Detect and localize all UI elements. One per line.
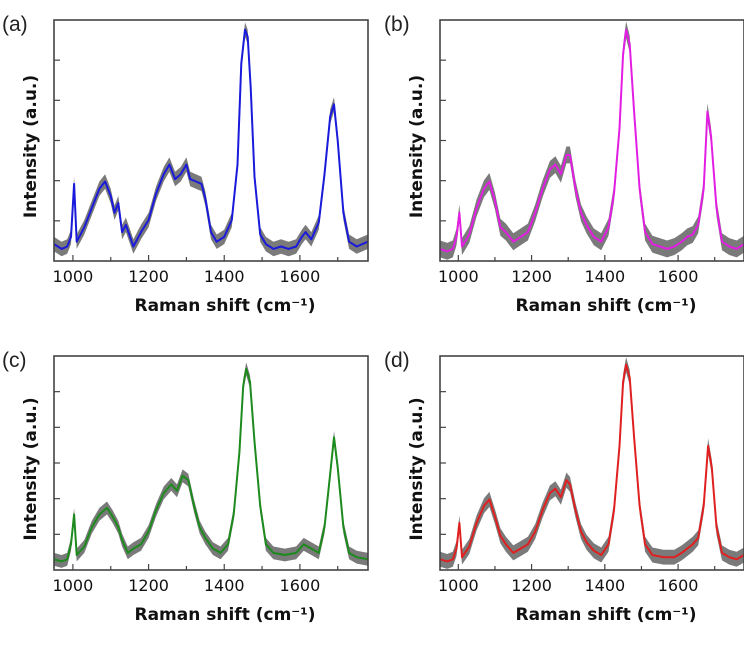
panel-label: (d) <box>384 349 410 372</box>
panel-a: (a) 1000 1200 1400 1600 Raman shift (cm⁻¹) Int… <box>2 13 369 316</box>
x-tick-label: 1600 <box>658 576 699 595</box>
panel-b: (b) 1000 1200 1400 1600 Raman shift (cm⁻¹) Int… <box>384 13 744 316</box>
x-tick-label: 1600 <box>280 267 321 286</box>
panel-d: (d) 1000 1200 1400 1600 Raman shift (cm⁻¹) Int… <box>384 349 744 625</box>
spectrum-line <box>54 28 368 250</box>
std-band <box>440 357 744 569</box>
x-tick-label: 1200 <box>128 267 169 286</box>
x-axis-title: Raman shift (cm⁻¹) <box>515 296 696 316</box>
y-axis-title: Intensity (a.u.) <box>21 397 41 540</box>
x-tick-label: 1000 <box>438 576 479 595</box>
panel-c: (c) 1000 1200 1400 1600 Raman shift (cm⁻¹) Int… <box>2 349 369 625</box>
spectrum-line <box>440 363 744 563</box>
x-tick-label: 1600 <box>658 267 699 286</box>
x-tick-label: 1200 <box>128 576 169 595</box>
panel-label: (c) <box>2 349 27 372</box>
x-tick-label: 1400 <box>584 576 625 595</box>
std-band <box>440 21 744 260</box>
std-band <box>54 362 368 568</box>
x-tick-label: 1400 <box>204 267 245 286</box>
x-tick-label: 1400 <box>584 267 625 286</box>
panel-label: (b) <box>384 13 410 36</box>
x-tick-label: 1000 <box>438 267 479 286</box>
spectrum-line <box>54 367 368 563</box>
x-axis-title: Raman shift (cm⁻¹) <box>134 296 315 316</box>
x-tick-label: 1200 <box>511 267 552 286</box>
x-tick-label: 1000 <box>53 576 94 595</box>
x-tick-label: 1000 <box>53 267 94 286</box>
y-axis-title: Intensity (a.u.) <box>407 397 427 540</box>
x-tick-label: 1200 <box>511 576 552 595</box>
x-axis-title: Raman shift (cm⁻¹) <box>134 605 315 625</box>
panel-label: (a) <box>2 13 28 36</box>
y-axis-title: Intensity (a.u.) <box>21 75 41 218</box>
spectrum-line <box>440 28 744 253</box>
y-axis-title: Intensity (a.u.) <box>407 75 427 218</box>
x-tick-label: 1600 <box>280 576 321 595</box>
x-tick-label: 1400 <box>204 576 245 595</box>
std-band <box>54 22 368 257</box>
x-axis-title: Raman shift (cm⁻¹) <box>515 605 696 625</box>
